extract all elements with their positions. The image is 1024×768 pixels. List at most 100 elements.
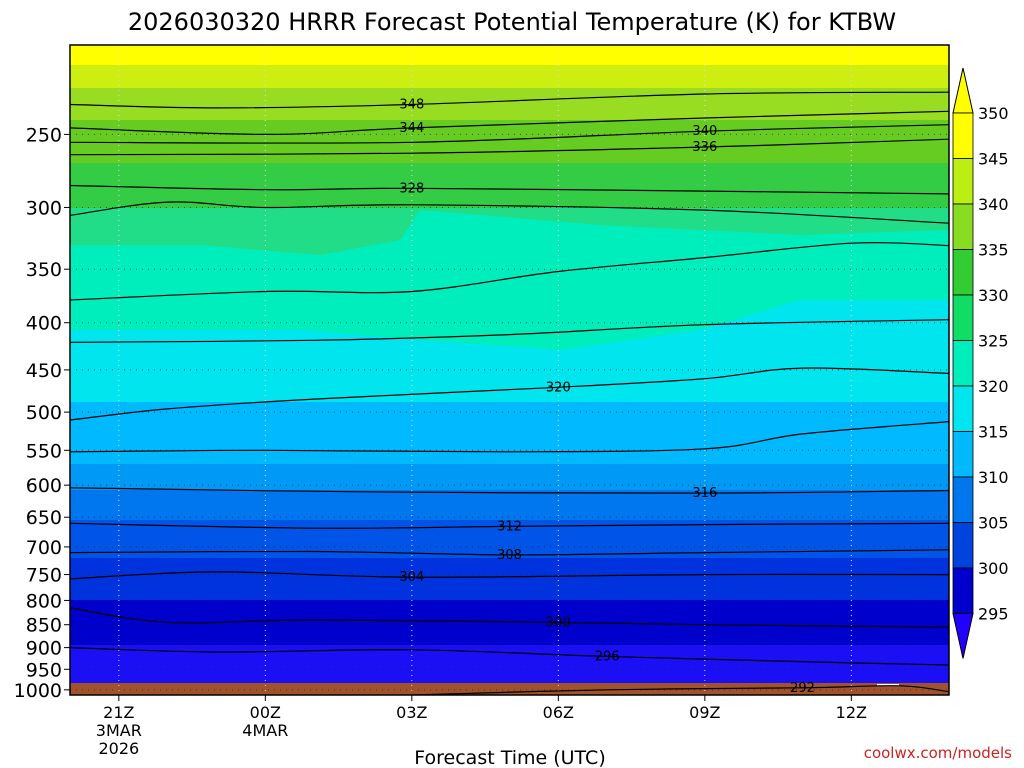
band-304 <box>70 555 949 600</box>
colorbar-swatch <box>952 385 974 432</box>
y-tick-label: 350 <box>26 259 62 281</box>
contour-label: 292 <box>790 681 815 696</box>
ground <box>70 683 949 695</box>
colorbar-swatch <box>952 112 974 159</box>
temperature-fill <box>70 45 949 695</box>
x-tick-label: 21Z <box>103 703 134 722</box>
y-tick-label: 950 <box>26 659 62 681</box>
x-tick-label: 4MAR <box>242 721 288 740</box>
contour-label: 296 <box>595 649 620 664</box>
colorbar-label: 300 <box>978 559 1009 578</box>
x-tick-label: 12Z <box>836 703 867 722</box>
contour-line <box>70 184 949 195</box>
contour-line <box>70 421 949 453</box>
colorbar-label: 325 <box>978 332 1009 351</box>
colorbar-swatch <box>952 203 974 250</box>
colorbar-swatch <box>952 249 974 296</box>
x-axis-label: Forecast Time (UTC) <box>414 747 605 768</box>
x-tick-label: 00Z <box>250 703 281 722</box>
y-tick-label: 450 <box>26 360 62 382</box>
colorbar: 350 345 340 335 330 325 320 315 310 305 300 295 <box>952 67 1009 659</box>
small-white-mark <box>877 684 899 686</box>
band-316 <box>70 462 949 490</box>
contour-lines <box>70 91 949 695</box>
colorbar-label: 345 <box>978 150 1009 169</box>
y-tick-label: 850 <box>26 615 62 637</box>
colorbar-label: 295 <box>978 605 1009 624</box>
x-tick-label: 03Z <box>396 703 427 722</box>
colorbar-swatch <box>952 567 974 614</box>
contour-line <box>70 201 949 224</box>
y-tick-label: 1000 <box>14 680 62 702</box>
contour-label: 308 <box>497 548 522 563</box>
colorbar-label: 350 <box>978 104 1009 123</box>
credit-text: coolwx.com/models <box>864 744 1012 762</box>
contour-line <box>70 487 949 494</box>
contour-label: 312 <box>497 519 522 534</box>
colorbar-label: 315 <box>978 423 1009 442</box>
chart-title: 2026030320 HRRR Forecast Potential Tempe… <box>128 8 896 36</box>
contour-line <box>70 124 949 144</box>
band-342 <box>70 62 949 88</box>
contour-label: 336 <box>692 140 717 155</box>
contour-line <box>411 685 949 695</box>
y-tick-label: 500 <box>26 402 62 424</box>
colorbar-label: 310 <box>978 468 1009 487</box>
colorbar-top-arrow <box>952 67 974 114</box>
colorbar-bottom-arrow <box>952 613 974 659</box>
colorbar-swatch <box>952 476 974 523</box>
y-tick-label: 250 <box>26 124 62 146</box>
contour-line <box>70 607 949 628</box>
contour-line <box>70 91 949 109</box>
colorbar-label: 305 <box>978 514 1009 533</box>
contour-label: 316 <box>692 486 717 501</box>
contour-line <box>70 319 949 343</box>
contour-line <box>70 110 949 136</box>
y-tick-label: 300 <box>26 197 62 219</box>
y-tick-label: 550 <box>26 440 62 462</box>
y-tick-label: 650 <box>26 507 62 529</box>
contour-line <box>70 242 949 301</box>
colorbar-label: 340 <box>978 195 1009 214</box>
band-346 <box>70 45 949 65</box>
x-tick-label: 2026 <box>98 739 139 758</box>
contour-line <box>70 522 949 529</box>
contour-label: 304 <box>399 570 424 585</box>
contour-line <box>70 571 949 580</box>
y-tick-label: 750 <box>26 565 62 587</box>
colorbar-label: 320 <box>978 377 1009 396</box>
contour-line <box>70 367 949 421</box>
contour-label: 348 <box>399 97 424 112</box>
x-tick-label: 3MAR <box>96 721 142 740</box>
y-tick-label: 600 <box>26 475 62 497</box>
colorbar-label: 335 <box>978 241 1009 260</box>
contour-label: 300 <box>546 615 571 630</box>
x-tick-label: 06Z <box>543 703 574 722</box>
colorbar-swatch <box>952 158 974 205</box>
contour-label: 344 <box>399 121 424 136</box>
colorbar-label: 330 <box>978 286 1009 305</box>
band-300 <box>70 595 949 645</box>
y-tick-label: 900 <box>26 638 62 660</box>
contour-line <box>70 647 949 666</box>
band-318 <box>70 400 949 464</box>
band-338 <box>70 85 949 120</box>
band-326 <box>70 200 949 255</box>
contour-label: 328 <box>399 181 424 196</box>
contour-line <box>70 138 949 156</box>
y-tick-label: 800 <box>26 590 62 612</box>
contour-label: 320 <box>546 380 571 395</box>
y-axis: 2503003504004505005506006507007508008509… <box>14 124 70 702</box>
band-330 <box>70 160 949 208</box>
colorbar-swatch <box>952 431 974 478</box>
colorbar-swatch <box>952 294 974 341</box>
colorbar-swatch <box>952 522 974 569</box>
colorbar-swatch <box>952 340 974 387</box>
contour-line <box>70 549 949 556</box>
x-tick-label: 09Z <box>689 703 720 722</box>
y-tick-label: 700 <box>26 537 62 559</box>
y-tick-label: 400 <box>26 313 62 335</box>
